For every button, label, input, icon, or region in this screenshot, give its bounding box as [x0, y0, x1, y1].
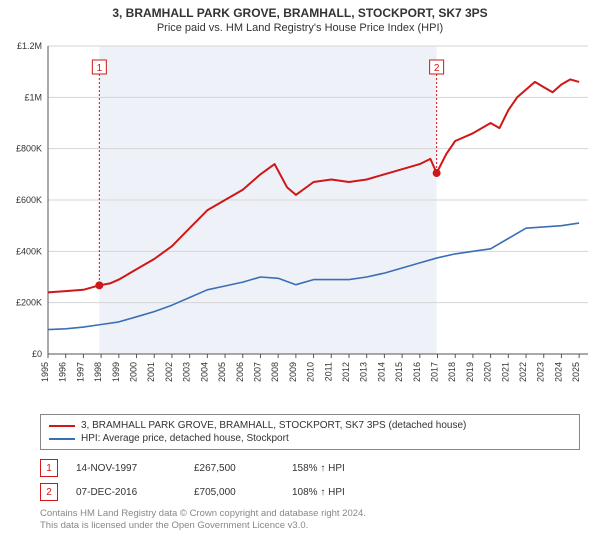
- svg-text:2024: 2024: [553, 362, 563, 382]
- svg-text:2015: 2015: [394, 362, 404, 382]
- title-sub: Price paid vs. HM Land Registry's House …: [20, 22, 580, 34]
- svg-text:2023: 2023: [536, 362, 546, 382]
- sale-marker-box: 2: [40, 483, 58, 501]
- svg-text:2003: 2003: [182, 362, 192, 382]
- sale-row: 1 14-NOV-1997 £267,500 158% ↑ HPI: [40, 456, 580, 480]
- svg-text:2001: 2001: [146, 362, 156, 382]
- sale-marker-box: 1: [40, 459, 58, 477]
- svg-text:1998: 1998: [93, 362, 103, 382]
- svg-text:1995: 1995: [40, 362, 50, 382]
- legend-swatch: [49, 438, 75, 440]
- legend-row: 3, BRAMHALL PARK GROVE, BRAMHALL, STOCKP…: [49, 419, 571, 432]
- svg-text:1: 1: [97, 63, 103, 74]
- svg-text:2: 2: [434, 63, 440, 74]
- svg-text:2017: 2017: [430, 362, 440, 382]
- legend-box: 3, BRAMHALL PARK GROVE, BRAMHALL, STOCKP…: [40, 414, 580, 450]
- svg-text:2006: 2006: [235, 362, 245, 382]
- svg-text:£200K: £200K: [16, 298, 42, 308]
- svg-text:2016: 2016: [412, 362, 422, 382]
- legend-swatch: [49, 425, 75, 427]
- svg-text:2010: 2010: [306, 362, 316, 382]
- svg-text:2004: 2004: [199, 362, 209, 382]
- legend-row: HPI: Average price, detached house, Stoc…: [49, 432, 571, 445]
- svg-text:£1.2M: £1.2M: [17, 41, 42, 51]
- legend-label: HPI: Average price, detached house, Stoc…: [81, 433, 289, 444]
- chart-svg: £0 £200K £400K £600K £800K £1M £1.2M 1995 1996 19…: [0, 36, 600, 406]
- footer-attribution: Contains HM Land Registry data © Crown c…: [40, 508, 580, 533]
- svg-text:2014: 2014: [376, 362, 386, 382]
- svg-text:£400K: £400K: [16, 246, 42, 256]
- sale-pct: 158% ↑ HPI: [292, 463, 382, 474]
- svg-text:£1M: £1M: [24, 92, 42, 102]
- svg-text:2025: 2025: [571, 362, 581, 382]
- svg-text:£0: £0: [32, 349, 42, 359]
- chart-container: 3, BRAMHALL PARK GROVE, BRAMHALL, STOCKP…: [0, 0, 600, 533]
- svg-text:2005: 2005: [217, 362, 227, 382]
- svg-text:1996: 1996: [58, 362, 68, 382]
- svg-text:2009: 2009: [288, 362, 298, 382]
- svg-text:1997: 1997: [75, 362, 85, 382]
- sale-marker-num: 2: [46, 487, 52, 498]
- svg-text:2012: 2012: [341, 362, 351, 382]
- svg-text:2013: 2013: [359, 362, 369, 382]
- title-block: 3, BRAMHALL PARK GROVE, BRAMHALL, STOCKP…: [0, 0, 600, 36]
- chart-area: £0 £200K £400K £600K £800K £1M £1.2M 1995 1996 19…: [0, 36, 600, 406]
- svg-text:£800K: £800K: [16, 144, 42, 154]
- svg-text:2020: 2020: [483, 362, 493, 382]
- footer-line: Contains HM Land Registry data © Crown c…: [40, 508, 580, 520]
- legend-label: 3, BRAMHALL PARK GROVE, BRAMHALL, STOCKP…: [81, 420, 466, 431]
- sale-date: 07-DEC-2016: [76, 487, 176, 498]
- sale-date: 14-NOV-1997: [76, 463, 176, 474]
- sales-block: 1 14-NOV-1997 £267,500 158% ↑ HPI 2 07-D…: [40, 456, 580, 504]
- sale-price: £705,000: [194, 487, 274, 498]
- sale-marker-num: 1: [46, 463, 52, 474]
- svg-text:2018: 2018: [447, 362, 457, 382]
- title-main: 3, BRAMHALL PARK GROVE, BRAMHALL, STOCKP…: [20, 6, 580, 20]
- svg-text:2000: 2000: [129, 362, 139, 382]
- svg-text:2011: 2011: [323, 362, 333, 381]
- svg-text:2021: 2021: [500, 362, 510, 382]
- svg-text:2008: 2008: [270, 362, 280, 382]
- svg-text:2007: 2007: [252, 362, 262, 382]
- sale-price: £267,500: [194, 463, 274, 474]
- svg-text:2019: 2019: [465, 362, 475, 382]
- svg-text:£600K: £600K: [16, 195, 42, 205]
- sale-row: 2 07-DEC-2016 £705,000 108% ↑ HPI: [40, 480, 580, 504]
- svg-text:2022: 2022: [518, 362, 528, 382]
- sale-pct: 108% ↑ HPI: [292, 487, 382, 498]
- svg-text:2002: 2002: [164, 362, 174, 382]
- footer-line: This data is licensed under the Open Gov…: [40, 520, 580, 532]
- svg-text:1999: 1999: [111, 362, 121, 382]
